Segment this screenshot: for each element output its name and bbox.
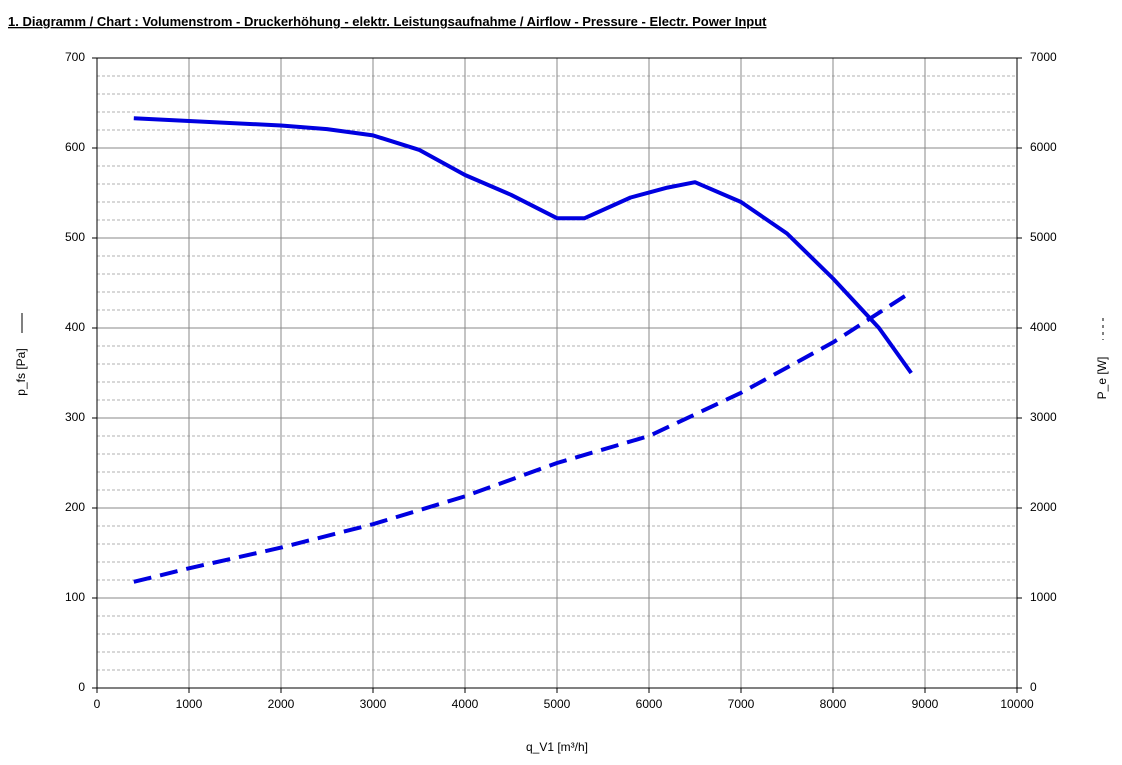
y2-tick-label: 1000 (1030, 590, 1057, 604)
x-tick-label: 9000 (912, 697, 939, 711)
x-tick-label: 1000 (176, 697, 203, 711)
y2-tick-label: 0 (1030, 680, 1037, 694)
x-tick-label: 10000 (1000, 697, 1034, 711)
y-tick-label: 0 (78, 680, 85, 694)
y2-tick-label: 4000 (1030, 320, 1057, 334)
x-tick-label: 2000 (268, 697, 295, 711)
x-tick-label: 0 (94, 697, 101, 711)
series-line (133, 116, 913, 375)
y2-tick-label: 6000 (1030, 140, 1057, 154)
y2-tick-label: 7000 (1030, 50, 1057, 64)
x-axis-title: q_V1 [m³/h] (526, 740, 588, 754)
x-tick-label: 3000 (360, 697, 387, 711)
x-tick-label: 5000 (544, 697, 571, 711)
x-tick-label: 4000 (452, 697, 479, 711)
series-line (133, 290, 913, 584)
y2-tick-label: 5000 (1030, 230, 1057, 244)
chart-title: 1. Diagramm / Chart : Volumenstrom - Dru… (8, 14, 767, 29)
y-tick-label: 100 (65, 590, 85, 604)
x-tick-label: 8000 (820, 697, 847, 711)
y-axis-title: p_fs [Pa] (14, 348, 28, 395)
y-tick-label: 200 (65, 500, 85, 514)
y-tick-label: 400 (65, 320, 85, 334)
y-tick-label: 700 (65, 50, 85, 64)
y-tick-label: 500 (65, 230, 85, 244)
x-tick-label: 7000 (728, 697, 755, 711)
y-tick-label: 600 (65, 140, 85, 154)
y2-tick-label: 3000 (1030, 410, 1057, 424)
y2-axis-title: P_e [W] (1095, 357, 1109, 400)
y-tick-label: 300 (65, 410, 85, 424)
x-tick-label: 6000 (636, 697, 663, 711)
y2-tick-label: 2000 (1030, 500, 1057, 514)
plot-frame (96, 57, 1018, 689)
